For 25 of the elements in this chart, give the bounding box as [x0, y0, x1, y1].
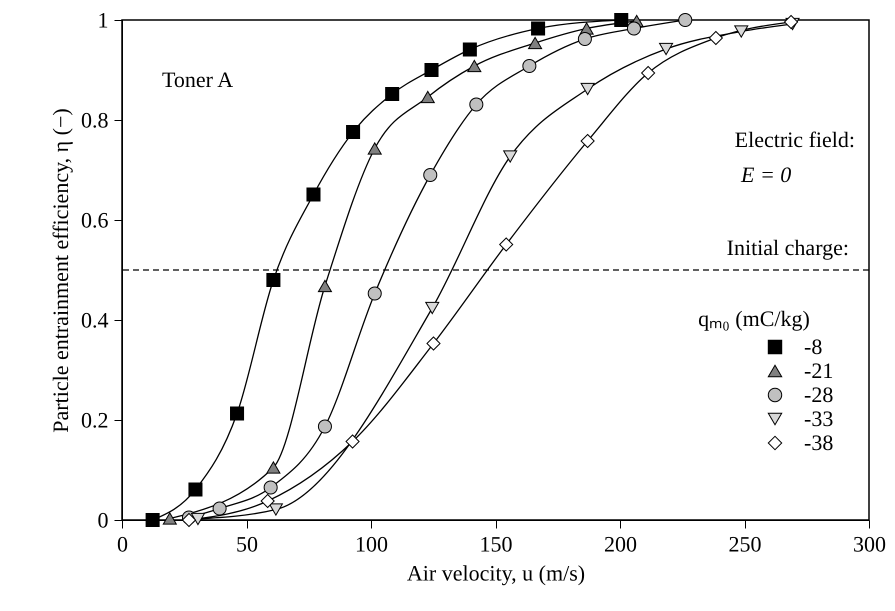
y-tick-label: 0: [98, 508, 108, 532]
annotation: E = 0: [740, 162, 792, 187]
y-tick-label: 0.2: [81, 408, 108, 432]
legend-label: -33: [804, 406, 834, 431]
legend-title: qₘ₀ (mC/kg): [698, 306, 810, 331]
x-tick-label: 300: [853, 532, 886, 556]
legend-label: -28: [804, 382, 834, 407]
y-tick-label: 0.4: [81, 308, 108, 332]
annotation: Initial charge:: [726, 235, 849, 260]
x-tick-label: 200: [604, 532, 637, 556]
y-tick-label: 0.6: [81, 208, 108, 232]
x-axis-title: Air velocity, u (m/s): [406, 560, 586, 586]
x-tick-label: 100: [355, 532, 388, 556]
legend-label: -8: [804, 334, 822, 359]
x-tick-label: 150: [480, 532, 512, 556]
legend-label: -38: [804, 430, 834, 455]
x-tick-label: 0: [117, 532, 128, 556]
annotation: Toner A: [162, 67, 234, 92]
y-tick-label: 0.8: [81, 108, 108, 132]
annotation: Electric field:: [734, 127, 855, 152]
y-tick-label: 1: [98, 8, 108, 32]
x-tick-label: 50: [236, 532, 258, 556]
x-tick-label: 250: [728, 532, 762, 556]
y-axis-title: Particle entrainment efficiency, η (−): [48, 108, 73, 433]
legend-label: -21: [804, 358, 834, 383]
